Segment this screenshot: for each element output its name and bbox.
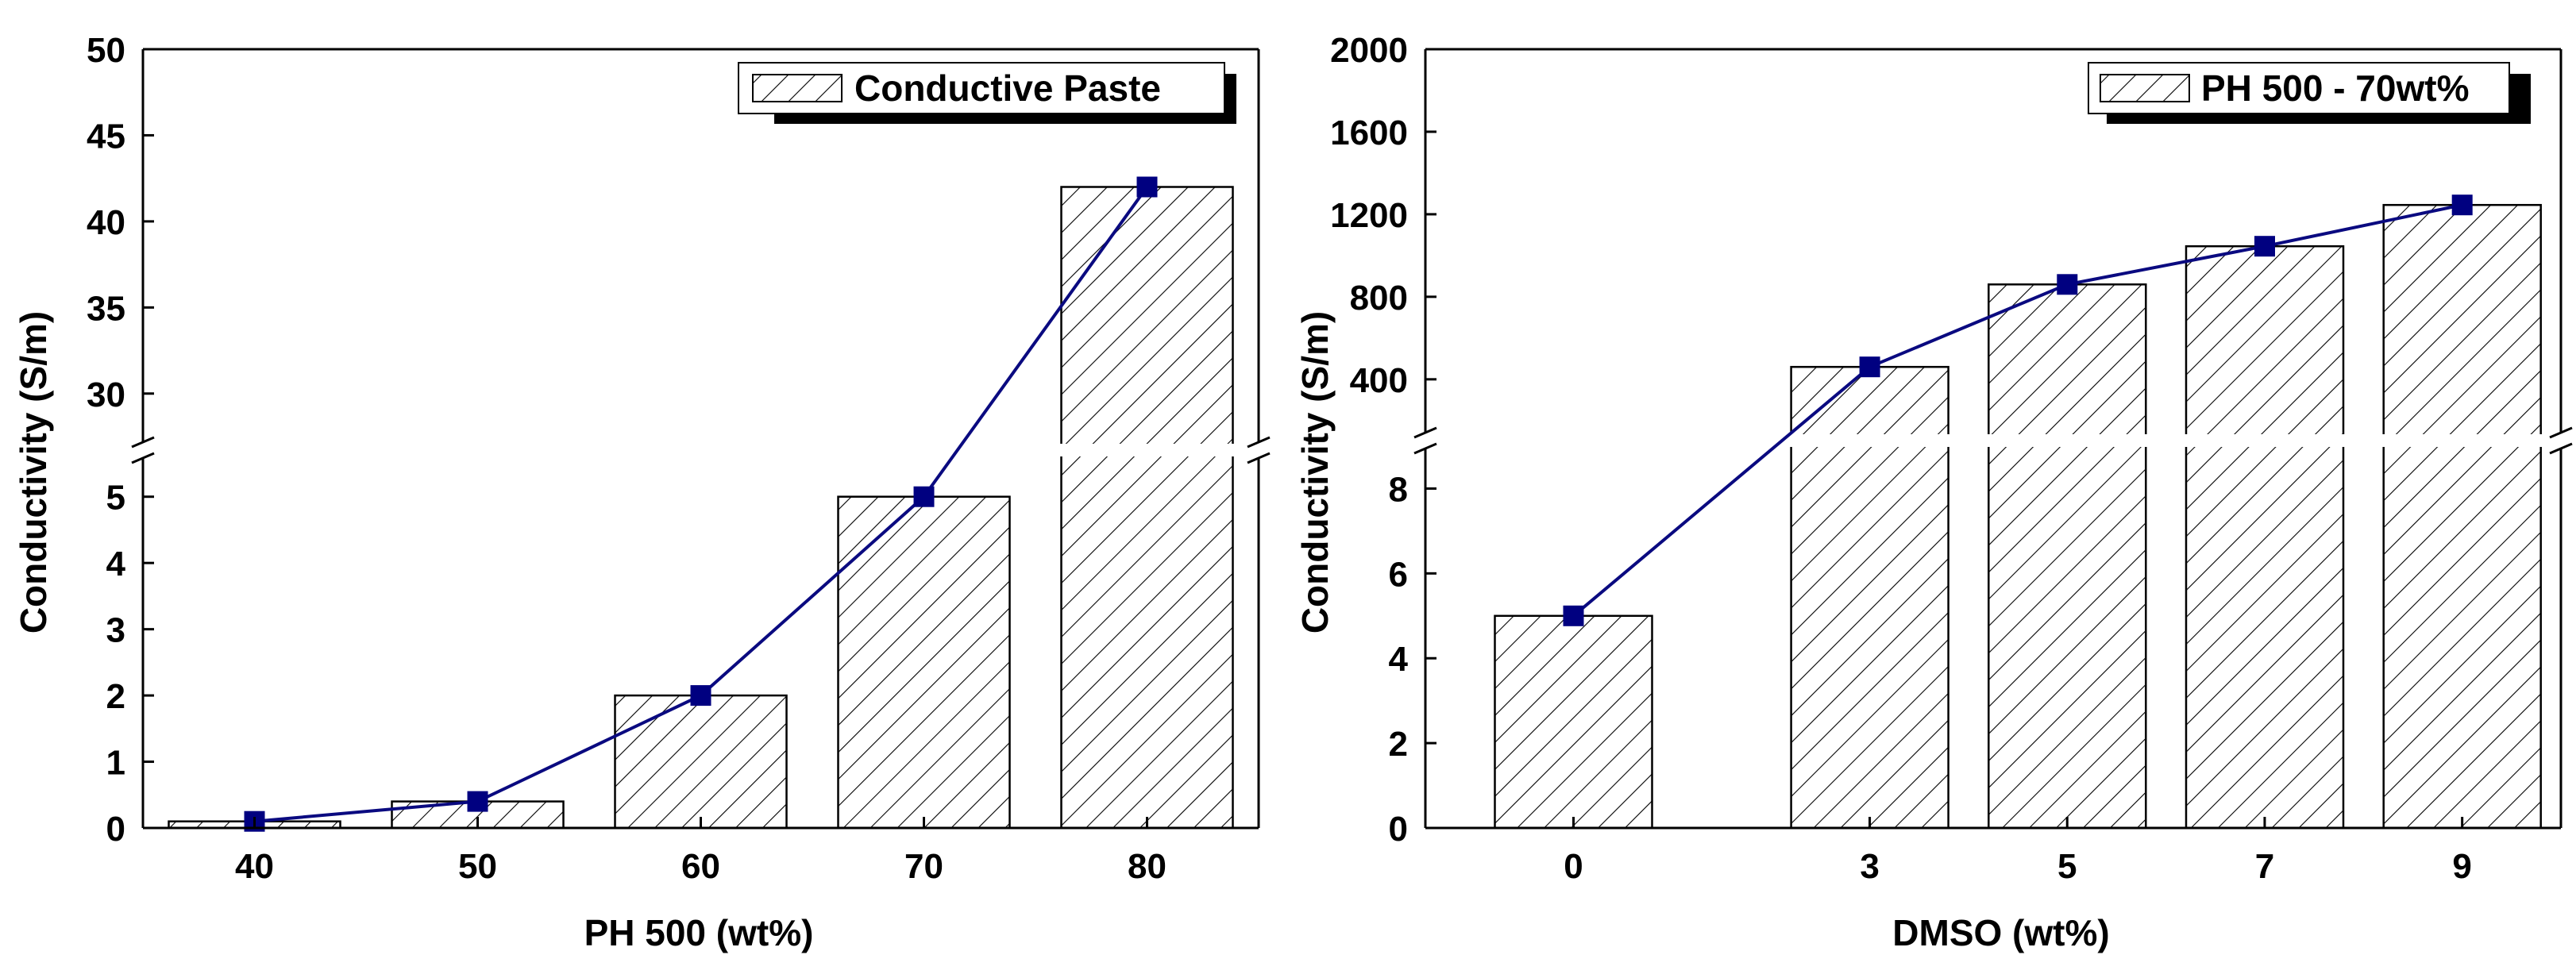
- bar-70: [837, 495, 1011, 830]
- break-mark-right: [1247, 436, 1271, 449]
- x-axis-label: PH 500 (wt%): [584, 912, 814, 953]
- y-axis-label: Conductivity (S/m): [13, 311, 54, 633]
- y-axis-label: Conductivity (S/m): [1294, 311, 1336, 633]
- y-tick-label: 35: [87, 289, 125, 328]
- y-tick-label: 400: [1350, 361, 1408, 400]
- break-mark-right: [2549, 442, 2573, 455]
- bar-0: [1494, 614, 1653, 830]
- break-mark-left: [131, 452, 155, 464]
- x-tick-label: 40: [235, 847, 274, 886]
- legend-ph500-70wt: PH 500 - 70wt%: [2088, 62, 2531, 124]
- marker-80: [1136, 176, 1158, 198]
- x-tick-label: 60: [681, 847, 720, 886]
- y-tick-label: 0: [106, 810, 125, 849]
- y-tick-label: 2: [106, 677, 125, 716]
- x-tick-label: 50: [458, 847, 497, 886]
- bar-5: [1988, 283, 2147, 830]
- marker-0: [1563, 605, 1584, 626]
- axis-break-gap: [143, 444, 1259, 456]
- legend-label: Conductive Paste: [854, 67, 1161, 109]
- bar-9: [2382, 203, 2542, 830]
- marker-50: [467, 791, 488, 812]
- marker-70: [913, 486, 935, 507]
- chart-ph500-70wt: 0 2 4 6 8 400 800 1200 1600 2000 0 3 5 7 9 PH 500 - 70…: [1294, 31, 2573, 953]
- x-tick-label: 80: [1128, 847, 1167, 886]
- bar-80: [1060, 186, 1234, 830]
- x-tick-label: 70: [904, 847, 943, 886]
- bar-7: [2185, 244, 2345, 830]
- break-mark-right: [2549, 426, 2573, 439]
- x-tick-label: 9: [2452, 847, 2471, 886]
- x-tick-label: 5: [2057, 847, 2077, 886]
- y-tick-label: 30: [87, 375, 125, 414]
- y-tick-label: 50: [87, 31, 125, 70]
- y-tick-label: 1200: [1330, 196, 1408, 235]
- legend-conductive-paste: Conductive Paste: [738, 62, 1236, 124]
- y-tick-label: 8: [1389, 470, 1408, 509]
- break-mark-left: [131, 436, 155, 449]
- y-tick-label: 5: [106, 479, 125, 518]
- y-tick-label: 800: [1350, 279, 1408, 318]
- y-tick-label: 2: [1389, 725, 1408, 764]
- y-tick-label: 1600: [1330, 114, 1408, 152]
- break-mark-right: [1247, 452, 1271, 464]
- marker-3: [1859, 356, 1880, 378]
- y-tick-label: 2000: [1330, 31, 1408, 70]
- x-tick-label: 3: [1860, 847, 1879, 886]
- y-tick-label: 4: [1389, 640, 1409, 679]
- break-mark-left: [1413, 426, 1437, 439]
- bar-60: [614, 694, 788, 830]
- marker-60: [690, 685, 711, 707]
- legend-swatch: [752, 74, 843, 102]
- y-tick-label: 45: [87, 117, 125, 156]
- y-tick-label: 0: [1389, 810, 1408, 849]
- marker-9: [2451, 194, 2473, 216]
- y-tick-label: 3: [106, 611, 125, 650]
- legend-label: PH 500 - 70wt%: [2201, 67, 2469, 109]
- x-tick-label: 0: [1564, 847, 1583, 886]
- y-tick-label: 6: [1389, 555, 1408, 594]
- legend-swatch: [2100, 74, 2190, 102]
- axis-break-gap: [1425, 434, 2561, 447]
- break-mark-left: [1413, 442, 1437, 455]
- x-axis-label: DMSO (wt%): [1892, 912, 2109, 953]
- marker-5: [2057, 274, 2078, 295]
- y-tick-label: 40: [87, 203, 125, 242]
- x-tick-label: 7: [2255, 847, 2274, 886]
- marker-7: [2254, 236, 2275, 257]
- y-tick-label: 4: [106, 545, 126, 583]
- y-tick-label: 1: [106, 744, 125, 783]
